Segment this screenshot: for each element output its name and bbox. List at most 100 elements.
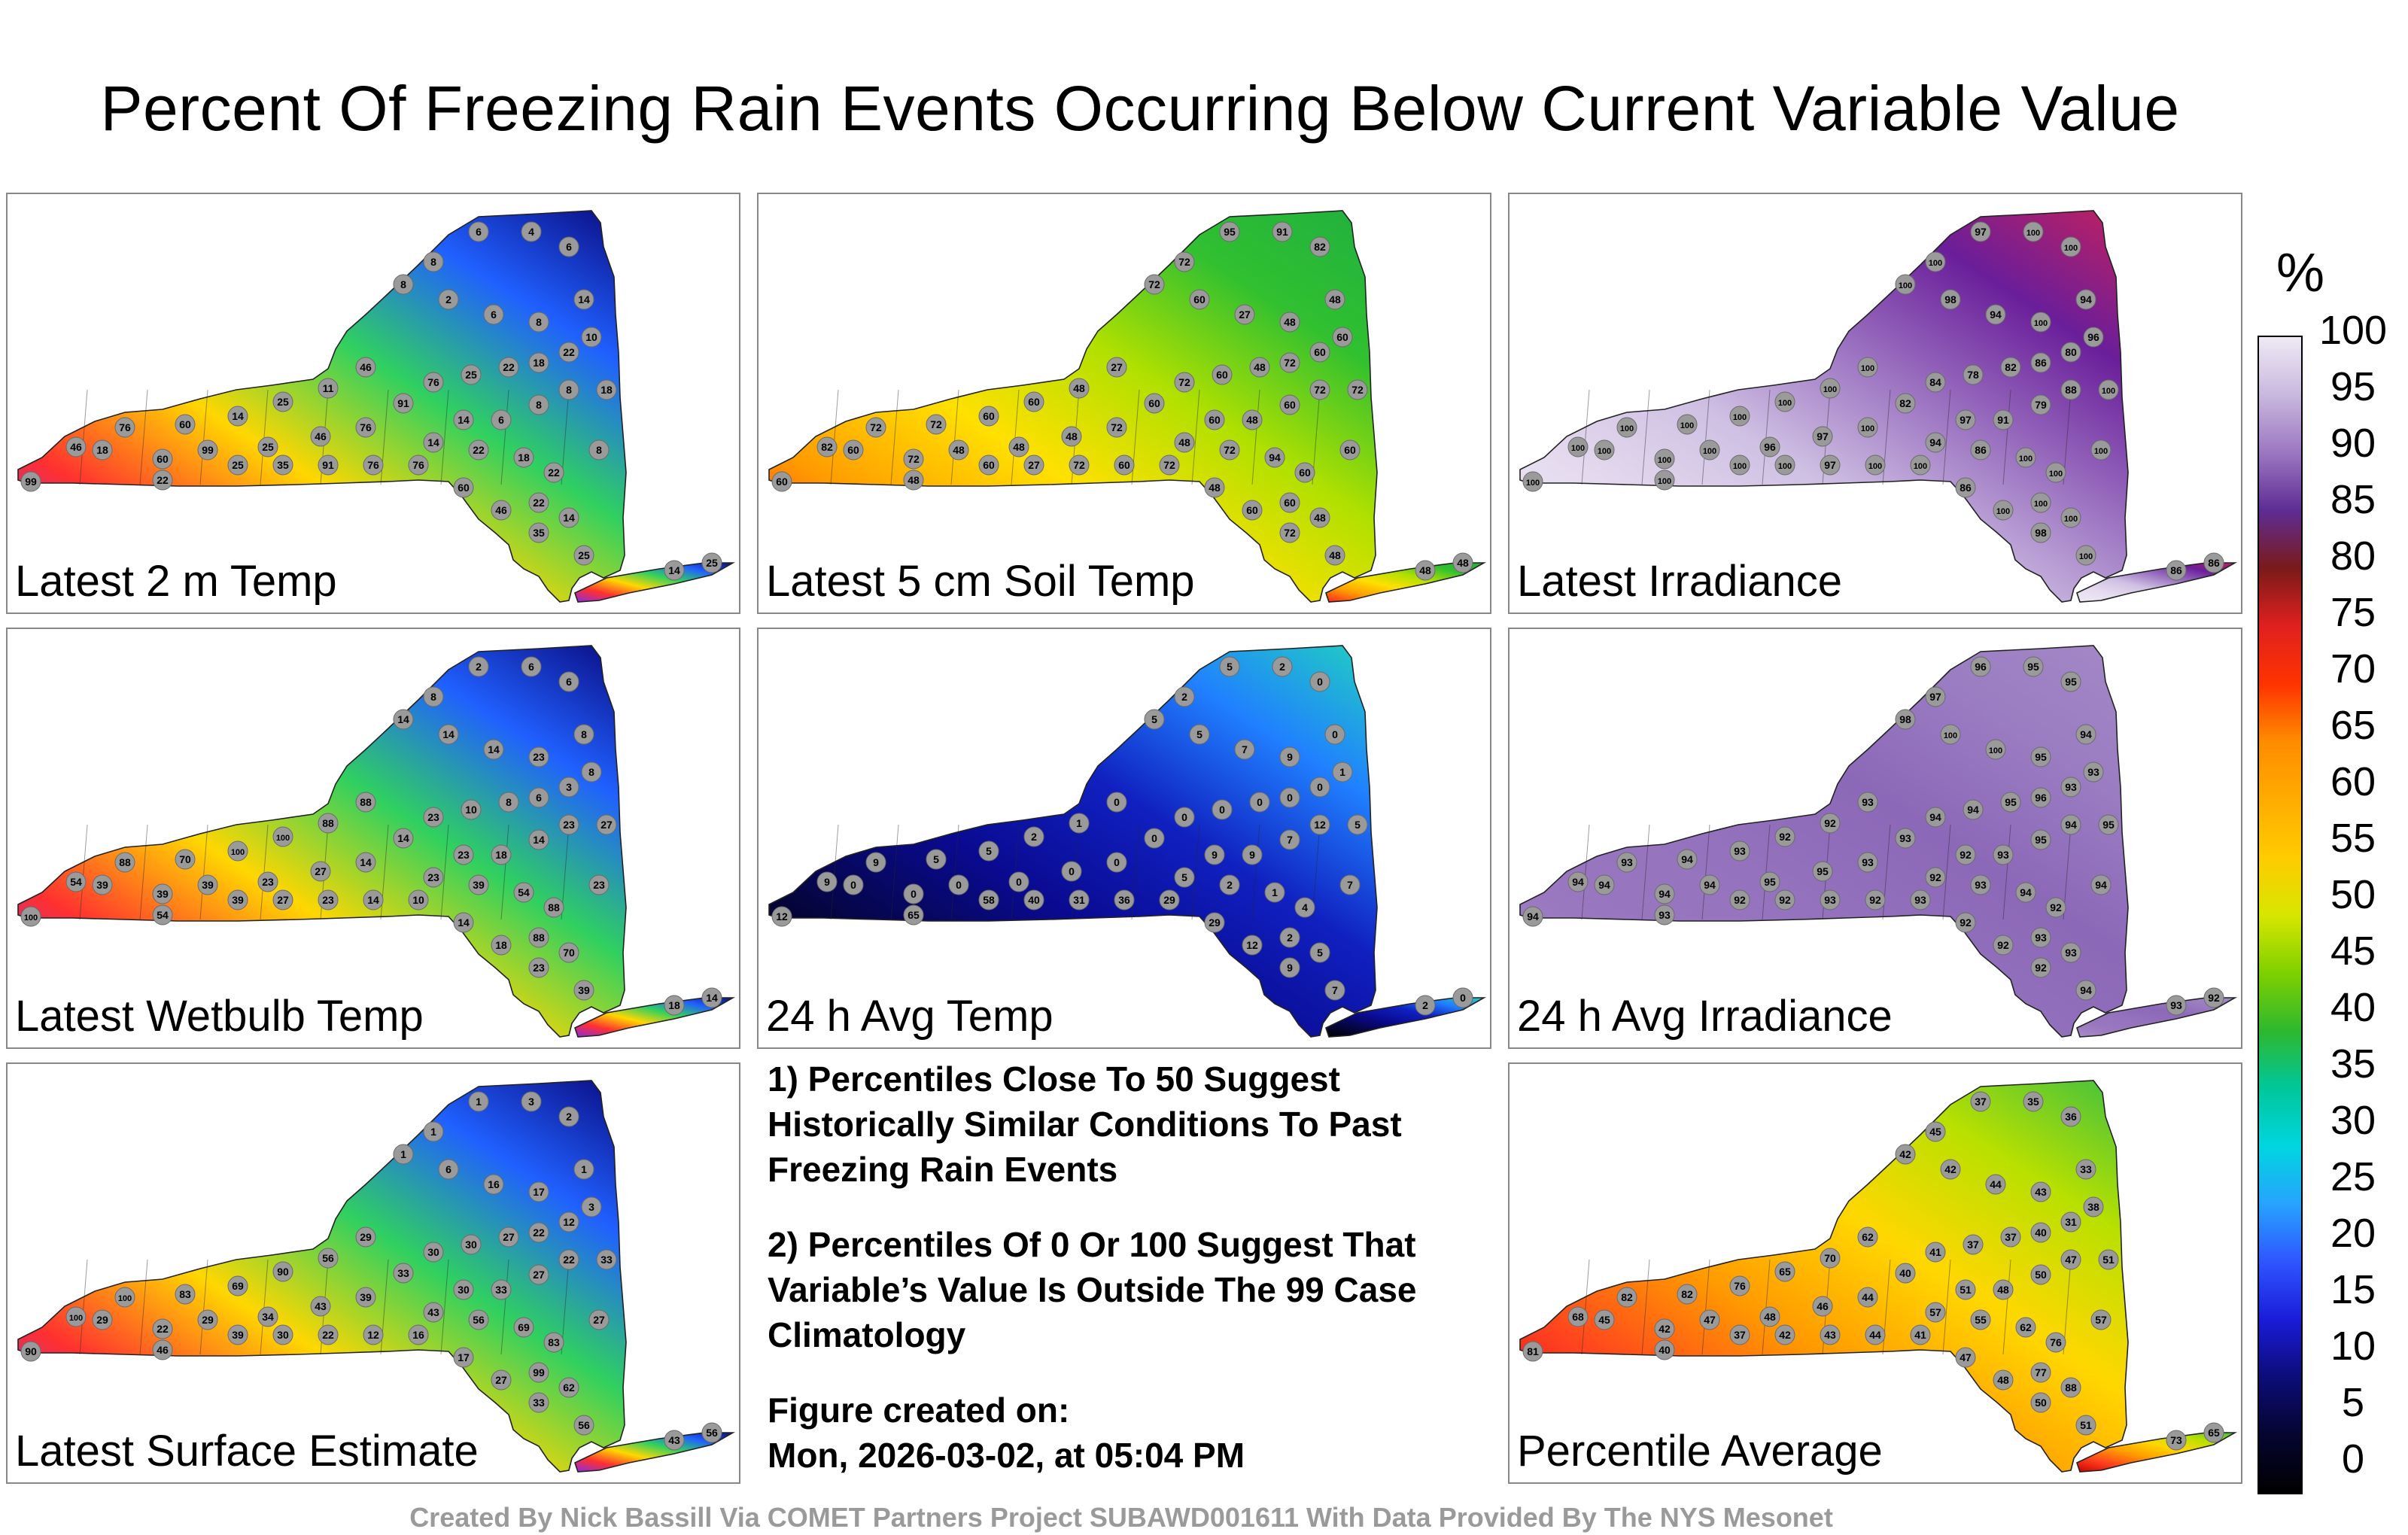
station-value: 48 <box>1284 316 1296 328</box>
station-value: 93 <box>1734 845 1746 857</box>
station-value: 48 <box>1066 430 1078 442</box>
station-value: 40 <box>1028 894 1040 906</box>
station-marker <box>978 840 999 862</box>
station-value: 93 <box>1899 832 1911 844</box>
station-value: 8 <box>596 444 602 456</box>
station-value: 18 <box>518 451 530 464</box>
station-value: 34 <box>262 1311 274 1323</box>
station-marker <box>2166 1430 2187 1451</box>
station-value: 68 <box>1572 1311 1584 1323</box>
station-value: 76 <box>2050 1336 2062 1348</box>
station-value: 60 <box>1336 331 1348 343</box>
station-marker <box>2045 1332 2066 1353</box>
station-marker <box>453 844 474 865</box>
station-value: 11 <box>323 382 334 394</box>
station-marker <box>528 1222 549 1243</box>
station-value: 2 <box>1279 661 1285 673</box>
county-line <box>1251 824 1260 920</box>
station-value: 23 <box>262 876 274 888</box>
station-value: 48 <box>1314 512 1326 524</box>
county-line <box>440 1259 449 1355</box>
station-marker <box>1061 426 1082 447</box>
station-marker <box>528 1362 549 1383</box>
station-value: 1 <box>1272 886 1278 898</box>
station-marker <box>1204 844 1225 865</box>
colorbar-tick-25: 25 <box>2330 1154 2376 1199</box>
station-marker <box>468 1309 489 1330</box>
station-value: 16 <box>488 1178 500 1190</box>
station-value: 25 <box>578 549 590 561</box>
station-value: 39 <box>157 888 169 900</box>
station-value: 9 <box>873 856 879 868</box>
station-value: 95 <box>2027 661 2039 673</box>
station-value: 0 <box>1016 876 1022 888</box>
station-marker <box>543 462 564 483</box>
station-marker <box>355 357 376 378</box>
station-marker <box>423 807 444 828</box>
station-marker <box>1759 1306 1780 1327</box>
station-value: 72 <box>1314 384 1326 396</box>
station-marker <box>1174 432 1195 453</box>
station-value: 14 <box>360 856 372 868</box>
station-marker <box>2060 507 2081 528</box>
station-value: 82 <box>1681 1288 1693 1300</box>
station-value: 92 <box>1960 916 1972 929</box>
station-value: 27 <box>533 1269 545 1281</box>
station-value: 92 <box>2050 901 2062 913</box>
station-marker <box>1106 852 1127 873</box>
note-2: 2) Percentiles Of 0 Or 100 Suggest That … <box>768 1225 1417 1354</box>
station-value: 100 <box>2094 447 2108 456</box>
station-marker <box>2030 787 2051 808</box>
station-value: 5 <box>986 845 992 857</box>
county-line <box>950 389 959 485</box>
station-marker <box>528 1264 549 1285</box>
station-marker <box>1279 927 1300 948</box>
station-value: 3 <box>588 1201 594 1213</box>
station-marker <box>1594 874 1615 895</box>
station-marker <box>1857 357 1878 378</box>
station-marker <box>1279 394 1300 415</box>
station-value: 94 <box>1990 309 2002 321</box>
station-value: 94 <box>1704 879 1716 891</box>
station-marker <box>468 874 489 895</box>
station-value: 51 <box>2102 1254 2115 1266</box>
station-marker <box>1774 1261 1795 1282</box>
station-value: 18 <box>600 384 613 396</box>
station-marker <box>1910 454 1931 476</box>
station-marker <box>1970 656 1991 677</box>
station-value: 0 <box>1069 865 1075 877</box>
station-value: 93 <box>1914 894 1926 906</box>
station-marker <box>558 814 579 835</box>
station-value: 27 <box>593 1314 605 1326</box>
station-value: 23 <box>458 849 470 861</box>
station-marker <box>114 417 135 438</box>
station-marker <box>468 656 489 677</box>
station-marker <box>491 1369 512 1391</box>
station-marker <box>1106 792 1127 813</box>
station-value: 77 <box>2035 1366 2047 1378</box>
station-value: 43 <box>2035 1186 2047 1198</box>
station-marker <box>978 889 999 910</box>
station-marker <box>2030 1362 2051 1383</box>
station-marker <box>1023 826 1044 847</box>
colorbar-tick-85: 85 <box>2330 477 2376 522</box>
station-marker <box>468 439 489 460</box>
station-value: 60 <box>776 476 788 488</box>
station-value: 27 <box>495 1374 507 1386</box>
colorbar-tick-95: 95 <box>2330 364 2376 409</box>
station-value: 97 <box>1975 226 1987 238</box>
station-marker <box>2023 1091 2044 1112</box>
station-marker <box>272 826 293 847</box>
station-value: 94 <box>1967 804 1979 816</box>
colorbar <box>2258 336 2303 1494</box>
station-marker <box>521 221 542 242</box>
station-value: 94 <box>1659 888 1671 900</box>
station-value: 91 <box>1997 414 2009 426</box>
station-marker <box>816 871 838 892</box>
station-marker <box>528 352 549 373</box>
station-marker <box>528 312 549 333</box>
station-marker <box>701 552 722 573</box>
station-marker <box>1212 799 1233 820</box>
station-value: 7 <box>1242 743 1248 755</box>
station-marker <box>1955 477 1976 498</box>
